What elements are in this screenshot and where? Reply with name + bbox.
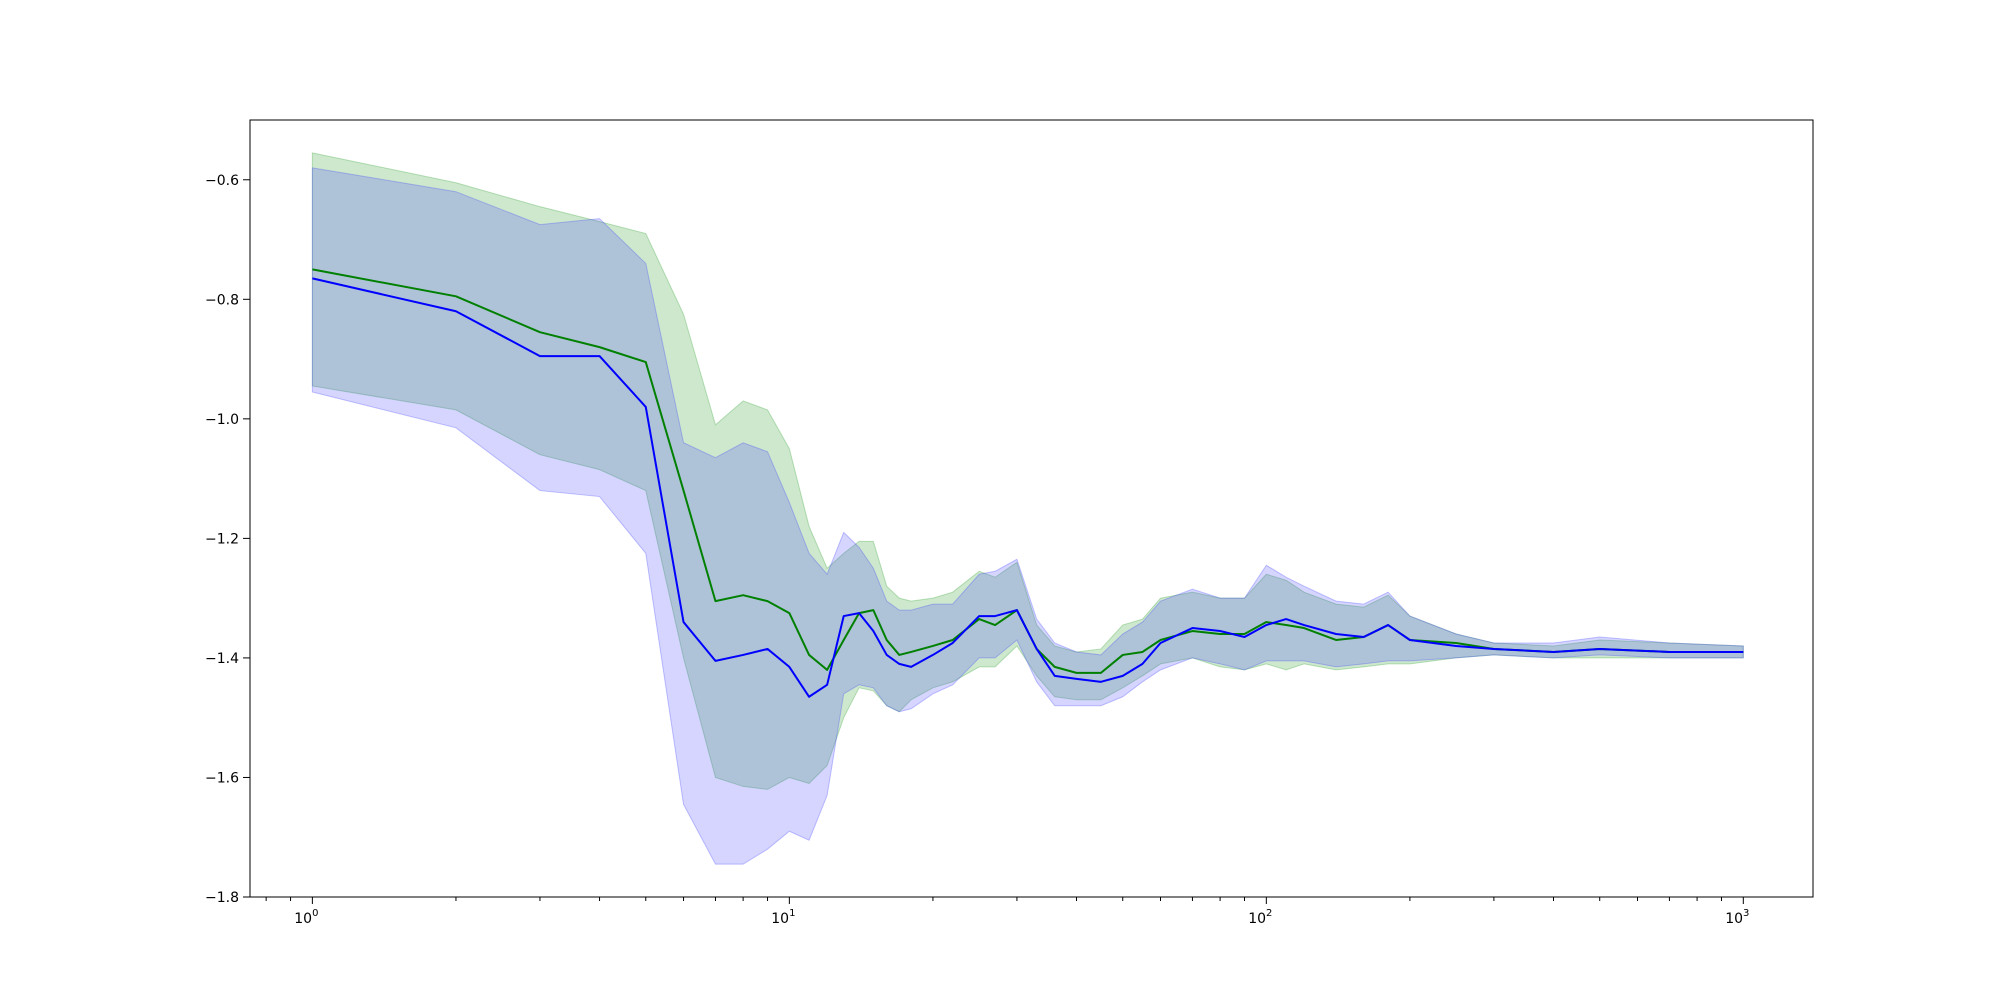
band-green xyxy=(311,152,1744,790)
x-tick-label: 102 xyxy=(1248,908,1272,927)
y-tick-label: −1.8 xyxy=(205,890,239,906)
y-tick-label: −1.4 xyxy=(205,651,239,667)
y-tick-label: −1.6 xyxy=(205,770,239,786)
series-lines xyxy=(312,268,1744,698)
plot-area xyxy=(311,152,1744,865)
x-axis: 100 101 102 103 xyxy=(265,897,1749,927)
y-tick-label: −1.0 xyxy=(205,412,239,428)
band-blue xyxy=(311,167,1744,865)
confidence-bands xyxy=(311,152,1744,865)
axes-frame xyxy=(249,119,1814,898)
x-tick-label: 103 xyxy=(1725,908,1749,927)
x-tick-label: 100 xyxy=(294,908,318,927)
y-tick-label: −0.8 xyxy=(205,292,239,308)
series-line-blue xyxy=(312,277,1744,698)
y-axis: −0.6 −0.8 −1.0 −1.2 −1.4 −1.6 −1.8 xyxy=(205,173,250,906)
y-tick-label: −0.6 xyxy=(205,173,239,189)
x-tick-label: 101 xyxy=(771,908,795,927)
y-tick-label: −1.2 xyxy=(205,531,239,547)
